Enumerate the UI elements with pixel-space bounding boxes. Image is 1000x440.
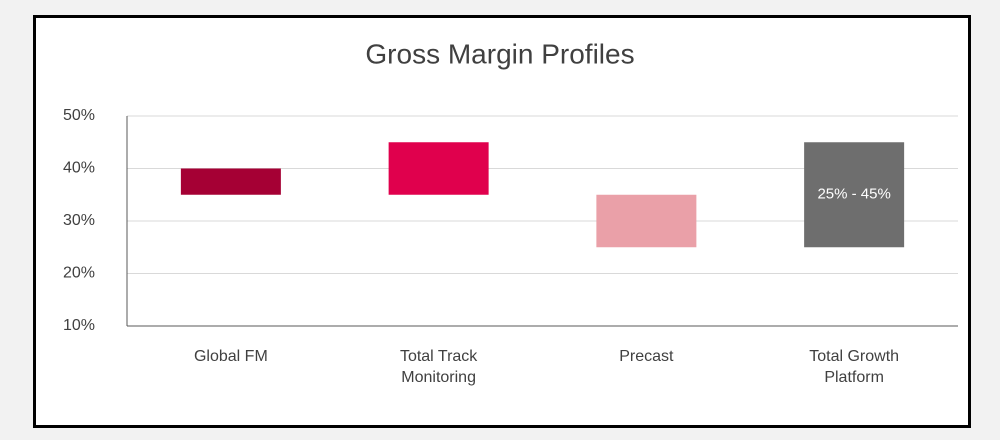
- y-tick-label: 20%: [63, 265, 95, 282]
- y-tick-label: 40%: [63, 160, 95, 177]
- x-tick-label: Total Growth Platform: [809, 348, 900, 386]
- bar: [596, 194, 697, 248]
- x-tick-label: Precast: [619, 348, 674, 365]
- y-tick-label: 30%: [63, 212, 95, 229]
- bar: [180, 168, 281, 195]
- x-tick-label: Total Track Monitoring: [399, 348, 478, 386]
- y-tick-label: 50%: [63, 107, 95, 124]
- y-tick-label: 10%: [63, 317, 95, 334]
- bar: [804, 142, 905, 248]
- data-label: 25% - 45%: [817, 186, 890, 203]
- x-tick-label: Global FM: [193, 348, 268, 365]
- chart-title: Gross Margin Profiles: [365, 38, 634, 69]
- bar: [388, 142, 489, 195]
